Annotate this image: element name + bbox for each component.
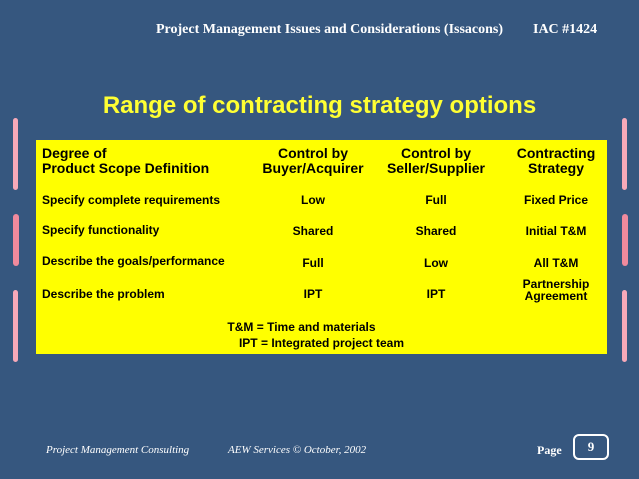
- table-cell: Full: [302, 256, 324, 270]
- table-cell: IPT: [303, 287, 323, 301]
- table-cell: IPT: [426, 287, 446, 301]
- left-deco-bar-mid: [13, 214, 19, 266]
- slide-header: Project Management Issues and Considerat…: [156, 22, 616, 38]
- table-row-label: Specify functionality: [42, 223, 160, 237]
- table-cell: Fixed Price: [523, 193, 589, 207]
- page-label: Page: [537, 443, 562, 457]
- left-deco-bar-bottom: [13, 290, 18, 362]
- header-seller: Control by Seller/Supplier: [386, 145, 486, 176]
- table-cell: All T&M: [533, 256, 579, 270]
- header-scope: Degree of Product Scope Definition: [42, 145, 210, 176]
- footer-left: Project Management Consulting: [46, 444, 190, 456]
- legend-note: IPT = Integrated project team: [238, 336, 405, 350]
- header-buyer: Control by Buyer/Acquirer: [262, 145, 364, 176]
- header-title: Project Management Issues and Considerat…: [156, 22, 504, 37]
- page-number: 9: [573, 434, 609, 460]
- table-cell: Initial T&M: [525, 224, 587, 238]
- slide-title: Range of contracting strategy options: [102, 92, 537, 119]
- strategy-table: Degree of Product Scope Definition Contr…: [36, 140, 607, 354]
- right-deco-bar-bottom: [622, 290, 627, 362]
- legend-note: T&M = Time and materials: [227, 320, 376, 334]
- table-row-label: Specify complete requirements: [42, 193, 221, 207]
- table-row-label: Describe the problem: [42, 287, 165, 301]
- header-strategy: Contracting Strategy: [516, 145, 596, 176]
- table-cell: Shared: [415, 224, 457, 238]
- right-deco-bar-top: [622, 118, 627, 190]
- left-deco-bar-top: [13, 118, 18, 190]
- header-code: IAC #1424: [533, 22, 598, 37]
- right-deco-bar-mid: [622, 214, 628, 266]
- footer-center: AEW Services © October, 2002: [228, 444, 367, 456]
- table-cell: Partnership Agreement: [522, 277, 590, 303]
- table-row-label: Describe the goals/performance: [42, 254, 225, 268]
- table-cell: Shared: [292, 224, 334, 238]
- table-cell: Low: [424, 256, 448, 270]
- table-cell: Low: [301, 193, 325, 207]
- table-cell: Full: [425, 193, 447, 207]
